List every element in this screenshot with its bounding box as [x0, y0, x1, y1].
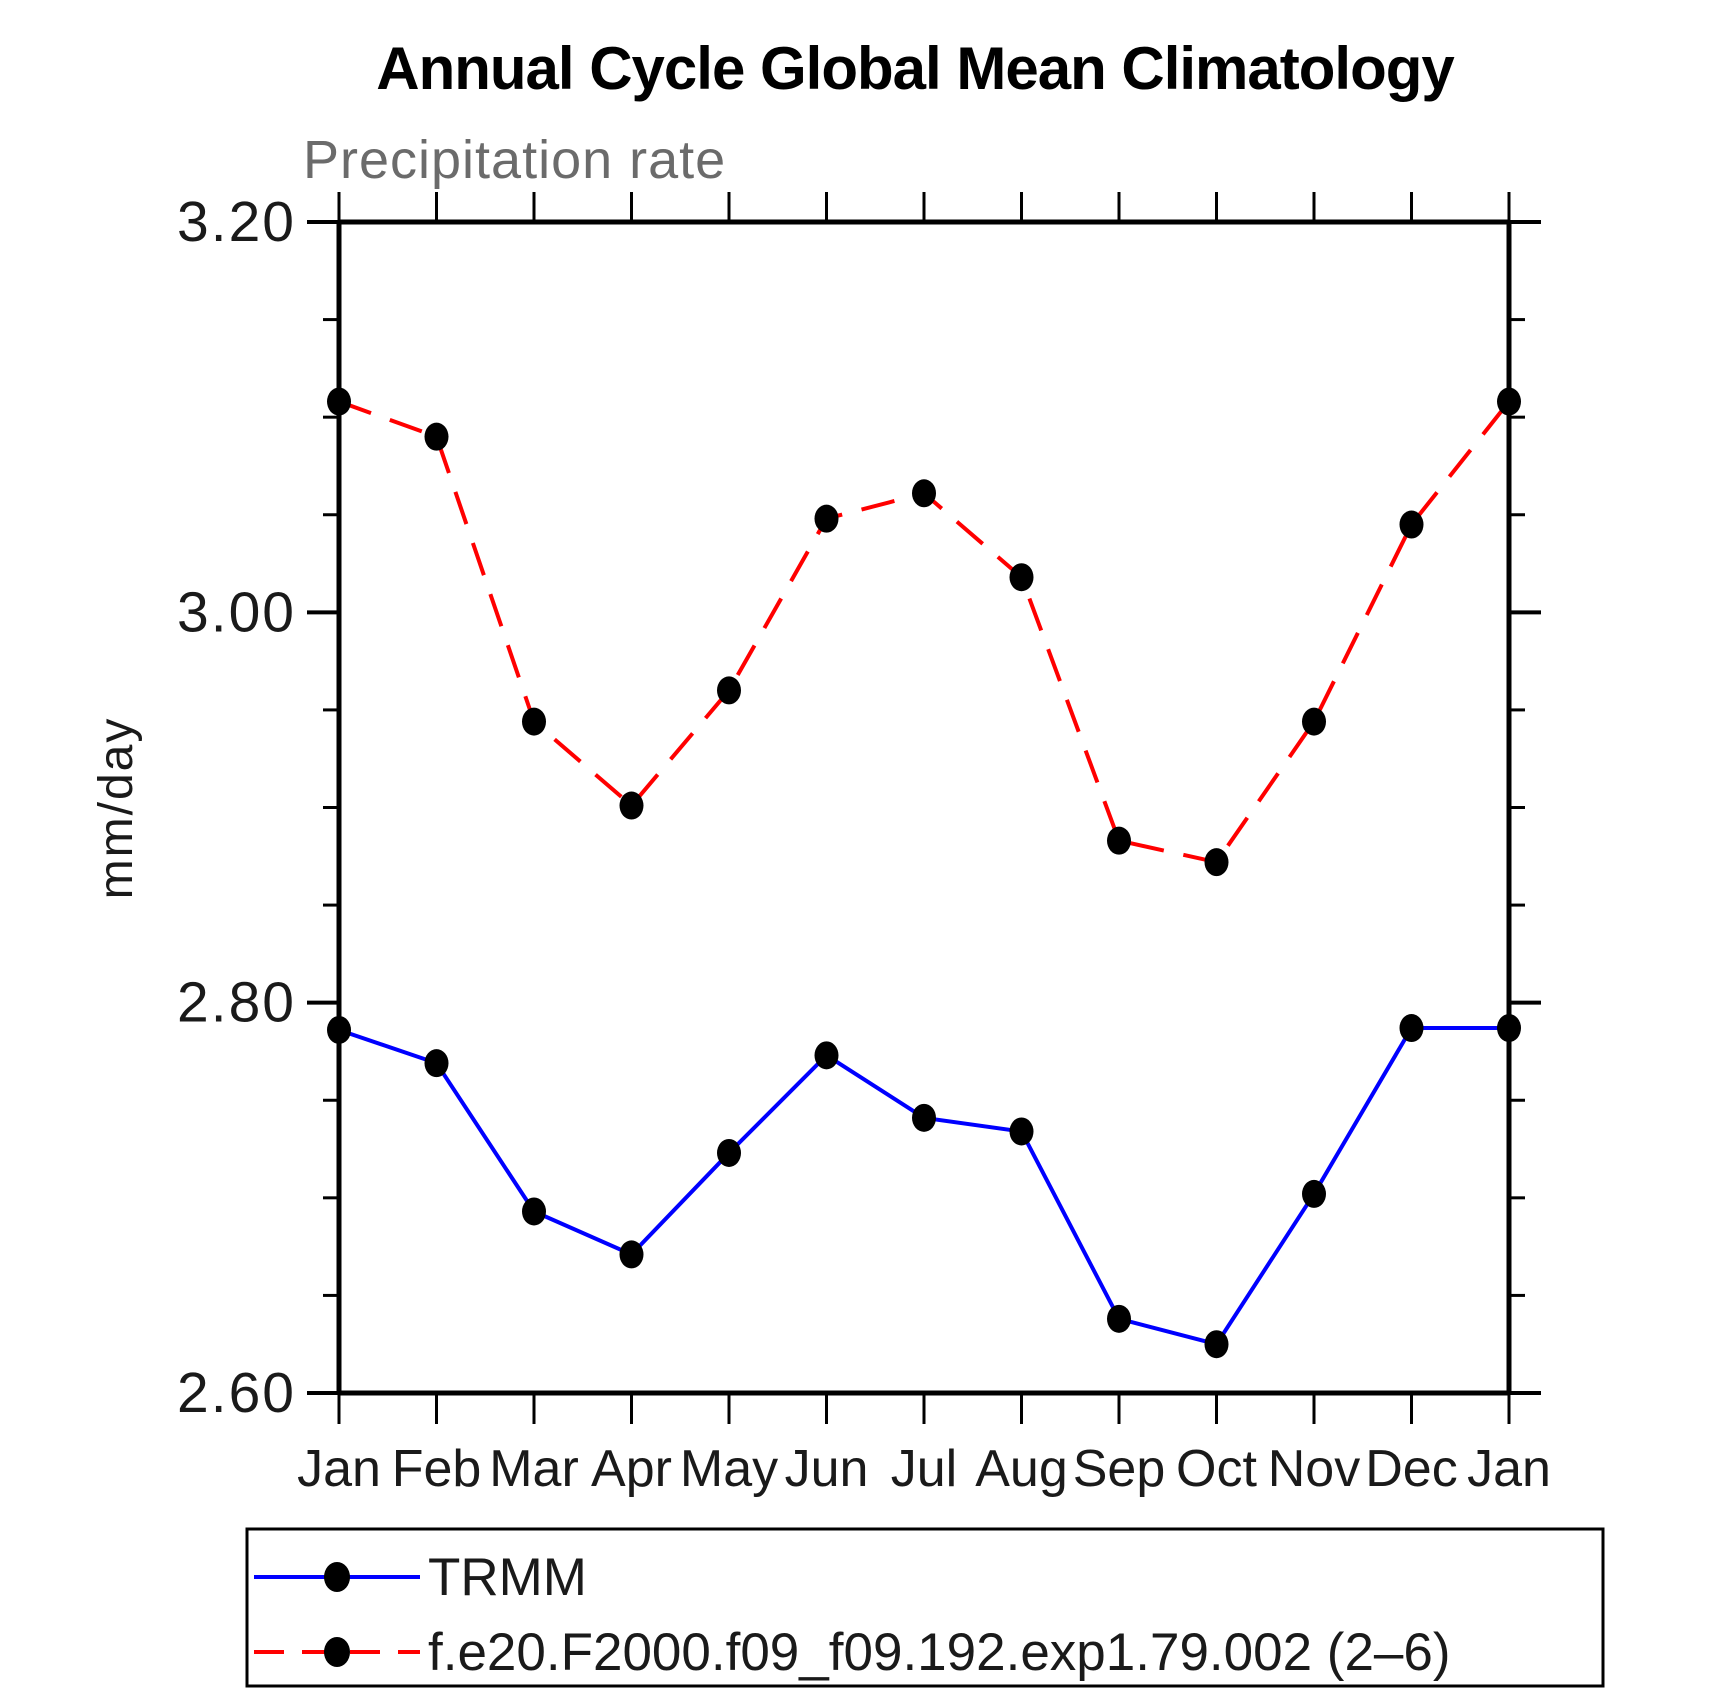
y-tick-label: 3.00	[177, 580, 296, 644]
model-data-point	[1107, 826, 1131, 855]
x-tick-label: Nov	[1268, 1440, 1360, 1498]
legend-frame	[245, 1527, 1605, 1688]
model-data-point	[814, 504, 839, 533]
model-data-point	[1302, 707, 1326, 736]
trmm-data-point	[814, 1041, 839, 1070]
x-tick-label: Dec	[1365, 1440, 1457, 1498]
legend-sample-marker	[324, 1637, 350, 1667]
x-tick-label: May	[680, 1440, 778, 1498]
legend-entry-label: TRMM	[428, 1548, 587, 1607]
x-tick-label: Oct	[1176, 1440, 1257, 1498]
trmm-data-point	[717, 1138, 741, 1167]
x-tick-label: Jan	[297, 1440, 381, 1498]
trmm-data-point	[1399, 1014, 1424, 1043]
x-tick-labels: Jan Feb Mar Apr May Jun Jul Aug Sep Oct Nov Dec Jan	[297, 1440, 1551, 1498]
x-tick-label: Mar	[489, 1440, 579, 1498]
model-data-point	[424, 422, 449, 451]
x-tick-label: Aug	[975, 1440, 1068, 1498]
model-data-point	[619, 791, 644, 820]
model-data-point	[522, 707, 546, 736]
chart-title: Annual Cycle Global Mean Climatology	[376, 35, 1455, 102]
trmm-data-point	[424, 1049, 449, 1078]
x-tick-label: Jun	[785, 1440, 869, 1498]
plot-frame	[336, 219, 1512, 1396]
data-series	[327, 387, 1521, 1359]
x-tick-label: Apr	[591, 1440, 672, 1498]
trmm-data-point	[1107, 1304, 1131, 1333]
model-data-point	[912, 479, 936, 508]
trmm-data-point	[912, 1103, 936, 1132]
x-tick-label: Feb	[392, 1440, 482, 1498]
model-series-line	[338, 399, 1511, 865]
model-data-point	[327, 387, 351, 416]
legend-box: TRMM f.e20.F2000.f09_f09.192.exp1.79.002 …	[245, 1527, 1605, 1688]
y-tick-labels: 2.60 2.80 3.00 3.20	[177, 190, 296, 1425]
trmm-data-point	[522, 1197, 546, 1226]
trmm-data-point	[1497, 1014, 1521, 1043]
trmm-data-point	[327, 1015, 351, 1044]
model-data-point	[1399, 510, 1424, 539]
trmm-data-point	[1009, 1117, 1034, 1146]
y-axis-label: mm/day	[90, 717, 143, 900]
x-tick-label: Jul	[891, 1440, 957, 1498]
trmm-series-line	[338, 1026, 1509, 1347]
model-data-point	[1204, 848, 1229, 877]
chart-subtitle: Precipitation rate	[303, 130, 726, 190]
y-tick-label: 2.80	[177, 971, 296, 1035]
model-data-point	[717, 676, 741, 705]
y-tick-label: 2.60	[177, 1361, 296, 1425]
x-tick-label: Jan	[1467, 1440, 1551, 1498]
axis-ticks	[307, 192, 1541, 1424]
trmm-data-point	[1204, 1330, 1229, 1359]
model-data-point	[1009, 563, 1034, 592]
trmm-data-point	[1302, 1179, 1326, 1208]
trmm-data-point	[619, 1240, 644, 1269]
legend-sample-marker	[324, 1562, 350, 1592]
legend-entry-label: f.e20.F2000.f09_f09.192.exp1.79.002 (2–6…	[428, 1623, 1451, 1682]
y-tick-label: 3.20	[177, 190, 296, 254]
x-tick-label: Sep	[1073, 1440, 1166, 1498]
model-data-point	[1497, 387, 1521, 416]
